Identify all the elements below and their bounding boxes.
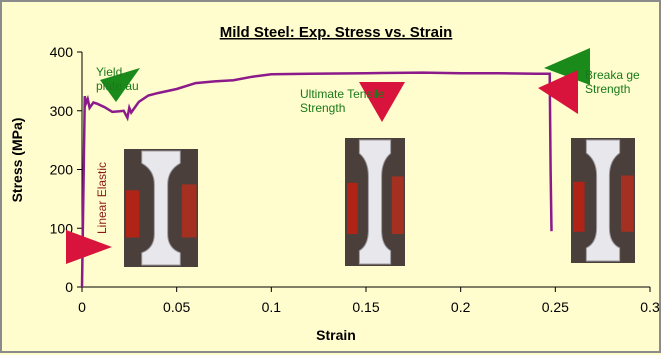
series-line-1 xyxy=(80,71,553,288)
x-tick-label: 0.1 xyxy=(262,299,282,315)
specimen-photo-1 xyxy=(124,149,198,267)
y-tick-label: 300 xyxy=(50,103,74,119)
marker-yield xyxy=(100,68,140,102)
x-tick-label: 0.05 xyxy=(163,299,190,315)
x-axis-label: Strain xyxy=(316,327,356,343)
marker-breakage-red xyxy=(538,70,578,114)
x-tick-label: 0 xyxy=(78,299,86,315)
x-tick-label: 0.15 xyxy=(352,299,379,315)
x-tick-label: 0.3 xyxy=(640,299,660,315)
y-tick-label: 0 xyxy=(65,279,73,295)
annotation-breakage: Breaka ge Strength xyxy=(585,68,640,96)
marker-ultimate xyxy=(359,82,405,122)
annotation-yield: Yield plate au xyxy=(96,65,139,93)
y-tick-label: 400 xyxy=(50,44,74,60)
annotations: Linear Elastic Yield plate au Ultimate Tens… xyxy=(95,65,640,234)
x-tick-label: 0.25 xyxy=(542,299,569,315)
marker-breakage-green xyxy=(544,48,590,85)
annotation-linear-elastic: Linear Elastic xyxy=(95,162,109,234)
x-tick-label: 0.2 xyxy=(451,299,471,315)
annotation-markers xyxy=(66,48,590,264)
series-group xyxy=(80,71,553,288)
specimen-photos xyxy=(124,138,635,267)
specimen-photo-3 xyxy=(571,138,635,263)
marker-linear-elastic xyxy=(66,230,112,264)
annotation-ultimate: Ultimate Tensile Strength xyxy=(300,87,385,115)
specimen-photo-2 xyxy=(345,138,405,266)
y-axis-label: Stress (MPa) xyxy=(9,118,25,203)
y-tick-label: 200 xyxy=(50,162,74,178)
chart-title: Mild Steel: Exp. Stress vs. Strain xyxy=(220,24,453,41)
